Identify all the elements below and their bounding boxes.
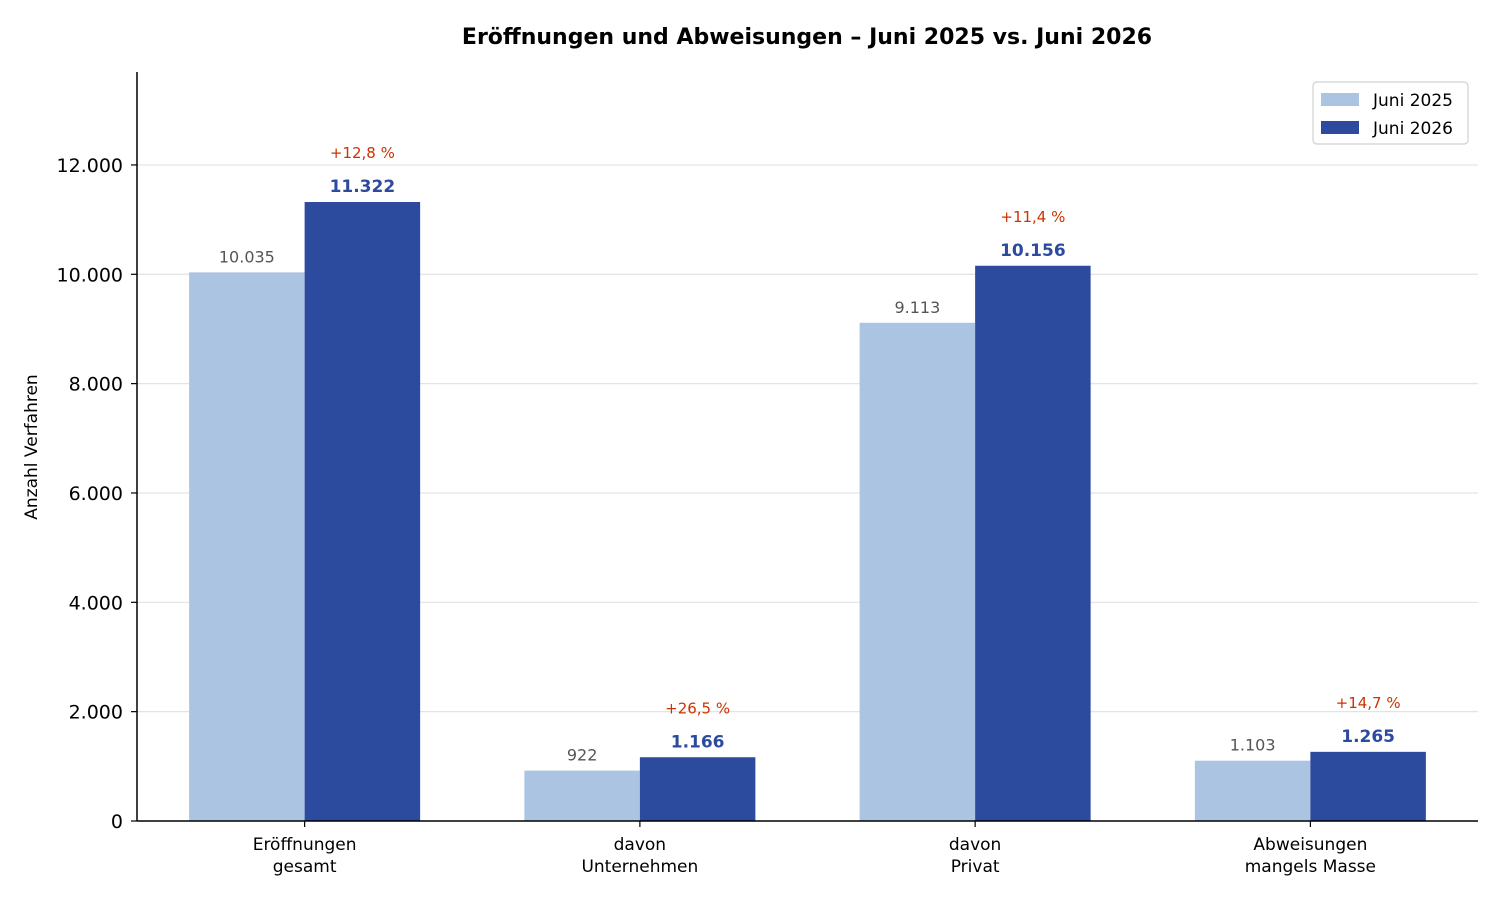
change-label: +11,4 %	[1000, 208, 1065, 226]
bars	[189, 202, 1426, 821]
y-tick-label: 0	[111, 811, 123, 833]
x-tick-label: gesamt	[273, 857, 337, 877]
bar-value-label: 11.322	[330, 177, 396, 197]
y-tick-label: 12.000	[57, 155, 123, 177]
x-tick-label: Abweisungen	[1253, 835, 1367, 855]
axes: 0 2.000 4.000 6.000 8.000 10.000 12.000 Eröffnu…	[57, 72, 1478, 877]
chart-title: Eröffnungen und Abweisungen – Juni 2025 …	[462, 25, 1152, 50]
bar-juni-2026	[639, 757, 756, 821]
y-tick-label: 8.000	[69, 374, 123, 396]
change-label: +14,7 %	[1336, 694, 1401, 712]
bar-value-label: 9.113	[894, 298, 940, 317]
value-labels: 10.035 11.322 +12,8 % 922 1.166 +26,5 % 9.113 1…	[219, 144, 1401, 765]
x-tick-label: Eröffnungen	[253, 835, 357, 855]
y-tick-label: 4.000	[69, 592, 123, 614]
bar-value-label: 1.103	[1230, 736, 1276, 755]
x-tick-label: mangels Masse	[1245, 857, 1376, 877]
y-tick-label: 6.000	[69, 483, 123, 505]
bar-juni-2025	[859, 322, 976, 821]
bar-value-label: 1.265	[1341, 727, 1395, 747]
change-label: +26,5 %	[665, 699, 730, 717]
bar-juni-2025	[524, 770, 640, 821]
y-axis-label: Anzahl Verfahren	[22, 374, 42, 519]
bar-juni-2026	[1310, 751, 1426, 821]
change-label: +12,8 %	[330, 144, 395, 162]
y-tick-label: 10.000	[57, 264, 123, 286]
x-tick-label: davon	[949, 835, 1001, 855]
bar-value-label: 1.166	[671, 732, 725, 752]
legend: Juni 2025 Juni 2026	[1312, 81, 1469, 145]
bar-juni-2026	[304, 202, 421, 821]
x-tick-label: Privat	[951, 857, 1000, 877]
bar-juni-2026	[975, 265, 1091, 821]
x-tick-label: davon	[614, 835, 666, 855]
legend-swatch	[1321, 93, 1359, 106]
bar-juni-2025	[189, 272, 305, 821]
legend-label: Juni 2025	[1372, 91, 1453, 111]
bar-value-label: 922	[567, 746, 598, 765]
bar-value-label: 10.156	[1000, 241, 1066, 261]
legend-swatch	[1321, 121, 1359, 134]
bar-value-label: 10.035	[219, 247, 275, 266]
bar-juni-2025	[1194, 760, 1311, 821]
x-tick-label: Unternehmen	[581, 857, 698, 877]
y-tick-label: 2.000	[69, 702, 123, 724]
legend-label: Juni 2026	[1372, 119, 1453, 139]
